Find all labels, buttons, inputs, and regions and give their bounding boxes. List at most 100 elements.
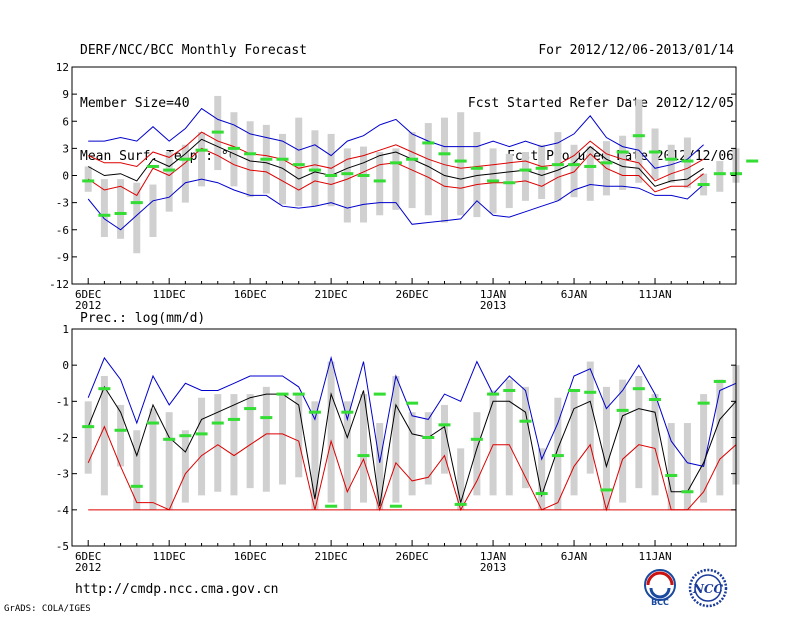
member-mean-mark <box>244 407 257 411</box>
x-tick-label: 11JAN <box>638 288 671 301</box>
member-mean-mark <box>503 388 516 392</box>
x-tick-label: 6DEC <box>75 550 102 563</box>
ensemble-range-bar <box>149 184 157 237</box>
member-mean-mark <box>146 164 159 168</box>
x-tick-label: 26DEC <box>396 288 429 301</box>
member-mean-mark <box>389 161 402 165</box>
ensemble-range-bar <box>279 133 287 205</box>
member-mean-mark <box>422 436 435 439</box>
member-mean-mark <box>487 179 500 183</box>
member-mean-mark <box>438 423 451 427</box>
y-tick-label: -2 <box>56 432 69 445</box>
series-line-upper-mid <box>87 131 704 182</box>
y-tick-label: -3 <box>56 468 69 481</box>
ensemble-range-bar <box>700 394 708 503</box>
member-mean-mark <box>227 146 240 150</box>
ensemble-range-bar <box>295 394 303 478</box>
series-line-upper <box>87 355 737 467</box>
member-mean-mark <box>697 401 710 405</box>
series-line-lower <box>87 178 704 231</box>
bcc-logo-text: BCC <box>651 598 669 607</box>
ensemble-range-bar <box>716 379 724 496</box>
ensemble-range-bar <box>376 151 384 216</box>
y-tick-label: -6 <box>56 224 69 237</box>
member-mean-mark <box>195 432 208 436</box>
ensemble-range-bar <box>181 144 189 203</box>
member-mean-mark <box>406 157 419 161</box>
member-mean-mark <box>681 490 694 494</box>
ensemble-range-bar <box>424 123 432 216</box>
ensemble-range-bar <box>133 430 141 510</box>
ensemble-range-bar <box>570 144 578 198</box>
y-tick-label: 6 <box>62 115 69 128</box>
y-tick-label: -12 <box>49 278 69 291</box>
precip-title: Prec.: log(mm/d) <box>80 311 205 326</box>
ensemble-range-bar <box>473 412 481 496</box>
member-mean-mark <box>260 157 273 161</box>
member-mean-mark <box>82 425 95 429</box>
ensemble-range-bar <box>392 148 400 210</box>
y-tick-label: 0 <box>62 359 69 372</box>
member-mean-mark <box>341 172 354 176</box>
y-tick-label: 3 <box>62 142 69 155</box>
x-tick-label: 21DEC <box>315 288 348 301</box>
ensemble-range-bar <box>602 386 610 510</box>
member-mean-mark <box>292 392 305 396</box>
ensemble-range-bar <box>117 404 125 467</box>
member-mean-mark <box>470 166 483 170</box>
ensemble-range-bar <box>343 401 351 510</box>
member-mean-mark <box>535 166 548 170</box>
member-mean-mark <box>600 161 613 165</box>
member-mean-mark <box>470 437 483 441</box>
ensemble-range-bar <box>521 386 529 489</box>
member-mean-mark <box>276 392 289 396</box>
y-tick-label: -4 <box>56 504 70 517</box>
member-mean-mark <box>98 213 111 217</box>
member-mean-mark <box>211 421 224 425</box>
member-mean-mark <box>163 168 176 172</box>
ensemble-range-bar <box>360 146 368 223</box>
y-tick-label: 1 <box>62 323 69 336</box>
ensemble-range-bar <box>246 394 254 489</box>
member-mean-mark <box>341 410 354 414</box>
x-tick-label: 16DEC <box>234 288 267 301</box>
member-mean-mark <box>568 163 581 167</box>
series-line-ensemble-mean <box>87 138 704 187</box>
member-mean-mark <box>600 488 613 492</box>
member-mean-mark <box>422 141 435 145</box>
x-tick-label: 26DEC <box>396 550 429 563</box>
member-mean-mark <box>114 211 127 215</box>
ensemble-range-bar <box>440 117 448 223</box>
grads-credit: GrADS: COLA/IGES <box>4 604 91 614</box>
member-mean-mark <box>308 168 321 172</box>
member-mean-mark <box>697 183 710 187</box>
member-size: Member Size=40 <box>80 96 190 111</box>
member-mean-mark <box>244 152 257 156</box>
y-tick-label: -9 <box>56 251 69 264</box>
ensemble-range-bar <box>198 397 206 496</box>
x-tick-label: 11JAN <box>638 550 671 563</box>
member-mean-mark <box>519 168 532 172</box>
ensemble-range-bar <box>230 394 238 496</box>
ensemble-range-bar <box>619 379 627 503</box>
y-tick-label: 0 <box>62 170 69 183</box>
member-mean-mark <box>179 434 192 438</box>
x-tick-year-label: 2013 <box>480 299 507 312</box>
member-mean-mark <box>308 410 321 414</box>
member-mean-mark <box>616 408 629 412</box>
member-mean-mark <box>551 163 564 167</box>
x-tick-label: 1JAN <box>480 288 507 301</box>
ensemble-range-bar <box>198 132 206 187</box>
source-url[interactable]: http://cmdp.ncc.cma.gov.cn <box>75 582 279 597</box>
ensemble-range-bar <box>311 401 319 510</box>
x-tick-label: 16DEC <box>234 550 267 563</box>
member-mean-mark <box>195 148 208 152</box>
fcst-started-date: Fcst Started Refer Date 2012/12/05 <box>467 96 734 111</box>
member-mean-mark <box>260 416 273 420</box>
member-mean-mark <box>649 398 662 402</box>
member-mean-mark <box>503 181 516 185</box>
ensemble-range-bar <box>311 130 319 207</box>
bcc-logo-icon: BCC <box>644 569 676 607</box>
member-mean-mark <box>373 179 386 183</box>
